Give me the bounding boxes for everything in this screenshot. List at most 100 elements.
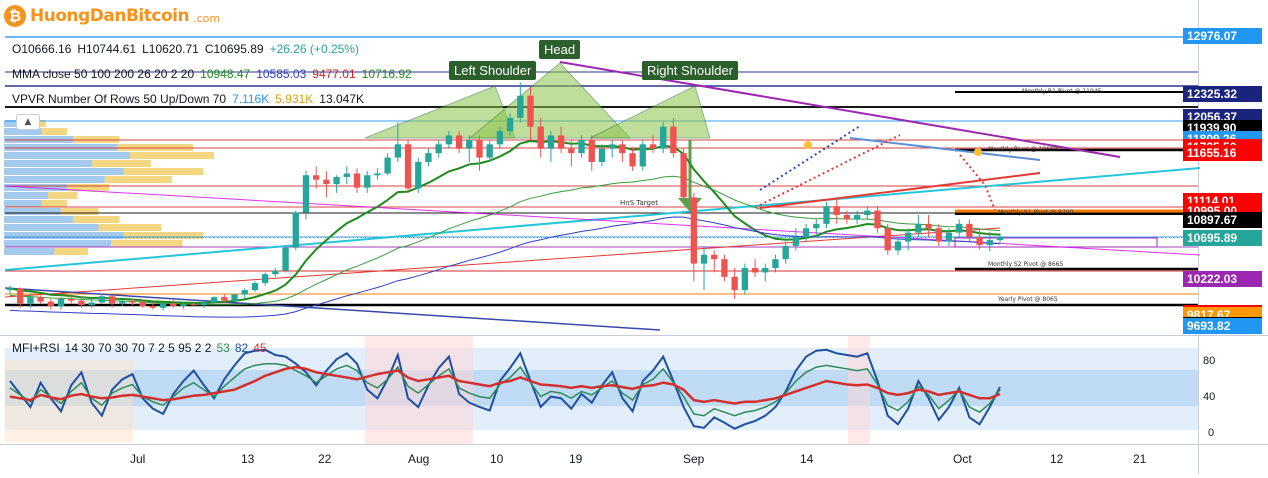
candle-body [119, 301, 126, 304]
candle-body [292, 212, 299, 248]
candle-body [47, 301, 54, 307]
mfi-line [9, 348, 1001, 430]
candle-body [547, 135, 555, 149]
candle-body [170, 303, 177, 307]
candle-body [282, 247, 289, 271]
candle-body [231, 294, 238, 301]
vpvr-bar-down [98, 224, 162, 231]
hns-target-label: HnS Target [620, 199, 659, 207]
price-label: 12325.32 [1183, 85, 1262, 102]
candle-body [935, 228, 942, 242]
candle-body [639, 144, 646, 167]
candle-body [88, 302, 95, 306]
candle-body [68, 298, 75, 301]
candle-body [915, 223, 922, 233]
candle-body [57, 298, 65, 307]
indicator-params: 14 30 70 30 70 7 2 5 95 2 2 [64, 341, 212, 355]
candle-body [404, 144, 412, 189]
candle-body [129, 301, 136, 303]
dotted-red-line [759, 134, 901, 206]
vpvr-bar-down [67, 184, 109, 191]
candle-body [506, 117, 514, 132]
candle-body [241, 290, 248, 295]
price-label: 10897.67 [1183, 211, 1262, 228]
vpvr-bar-down [104, 176, 172, 183]
candle-body [660, 126, 667, 149]
candle-body [486, 144, 493, 158]
candle-body [190, 304, 197, 306]
candle-body [159, 303, 167, 308]
candle-body [813, 223, 820, 229]
vpvr-bar-up [4, 240, 112, 247]
time-axis-label: 10 [490, 452, 504, 466]
candle-body [6, 288, 14, 291]
candle-body [925, 223, 932, 229]
candle-body [37, 297, 44, 302]
left-shoulder-annotation[interactable]: Left Shoulder [449, 61, 537, 80]
candle-body [302, 175, 310, 213]
collapse-legend-button[interactable]: ▲ [16, 114, 40, 130]
candle-body [149, 306, 157, 308]
signal-dot [974, 148, 982, 156]
signal-dot [804, 141, 812, 149]
candle-body [425, 153, 432, 162]
candle-body [139, 302, 146, 307]
vpvr-bar-down [123, 168, 204, 175]
indicator-value-2: 82 [234, 341, 249, 355]
vpvr-bar-up [4, 160, 93, 167]
vpvr-bar-down [92, 160, 151, 167]
candle-body [700, 254, 708, 264]
candle-body [843, 215, 851, 220]
mma-value-3: 9477.01 [312, 67, 356, 81]
vpvr-bar-up [4, 208, 61, 215]
candle-body [884, 228, 891, 251]
candle-body [210, 297, 218, 303]
vpvr-bar-up [4, 192, 49, 199]
candle-body [415, 161, 422, 189]
indicator-legend[interactable]: MFI+RSI 14 30 70 30 70 7 2 5 95 2 2 53 82 45 [12, 341, 272, 355]
candle-body [874, 210, 881, 229]
candle-body [343, 173, 350, 178]
bitcoin-coin-icon: ₿ [4, 5, 26, 27]
head-annotation[interactable]: Head [539, 40, 581, 59]
price-label: 10222.03 [1183, 271, 1262, 288]
monthly-pivot-label: Monthly Pivot @ 10660 [988, 146, 1058, 153]
candle-body [98, 296, 106, 303]
candle-body [976, 237, 983, 246]
candle-body [78, 300, 85, 306]
vpvr-bar-down [48, 192, 78, 199]
candle-body [853, 215, 861, 220]
price-label: 12976.07 [1183, 28, 1262, 44]
time-axis-label: 22 [318, 452, 332, 466]
time-axis-label: Aug [408, 452, 430, 466]
logo-domain: .com [193, 12, 221, 25]
mma-fast-line [9, 139, 1001, 304]
vpvr-up: 7.116K [232, 92, 270, 106]
candle-body [374, 173, 381, 176]
candle-body [517, 95, 524, 118]
descending-blue-trendline [4, 287, 661, 331]
candle-body [833, 206, 840, 216]
candle-body [864, 210, 871, 216]
mma-value-1: 10948.47 [200, 67, 251, 81]
vpvr-legend[interactable]: VPVR Number Of Rows 50 Up/Down 70 7.116K 5… [12, 92, 370, 106]
overbought-highlight [365, 336, 473, 444]
vpvr-bar-down [54, 248, 88, 255]
candle-body [751, 268, 759, 273]
candle-body [956, 223, 963, 233]
ohlc-legend: O10666.16 H10744.61 L10620.71 C10695.89 +26.… [12, 42, 365, 56]
mma-legend[interactable]: MMA close 50 100 200 26 20 2 20 10948.47 1… [12, 67, 418, 81]
right-shoulder-annotation[interactable]: Right Shoulder [642, 61, 738, 80]
vpvr-bar-up [4, 216, 74, 223]
time-axis-label: Jul [130, 452, 146, 466]
candle-body [619, 144, 626, 154]
candle-body [609, 144, 616, 149]
candle-body [690, 197, 697, 264]
rsi-tick-40: 40 [1203, 391, 1216, 403]
vpvr-bar-down [41, 128, 67, 135]
candle-body [496, 131, 504, 145]
mma-value-2: 10585.03 [256, 67, 307, 81]
vpvr-down: 5.931K [275, 92, 314, 106]
